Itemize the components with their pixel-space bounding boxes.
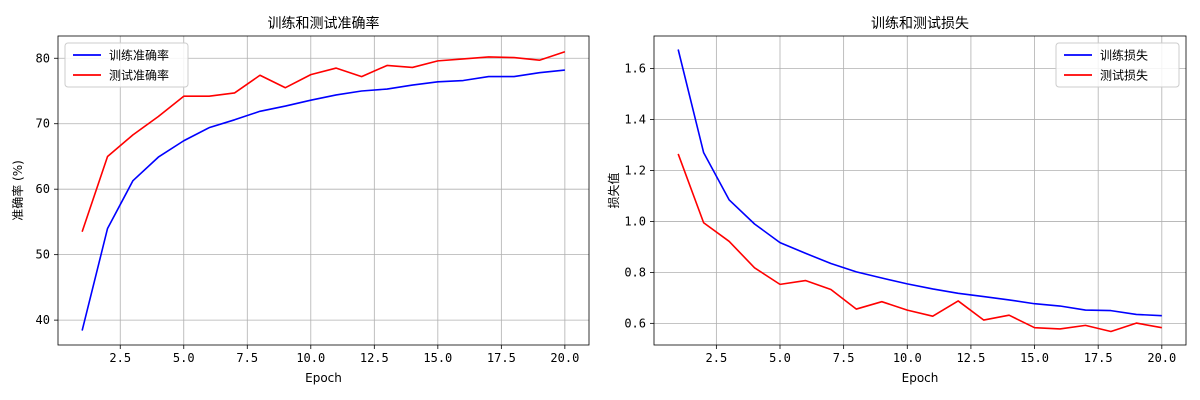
- y-tick-label: 70: [36, 117, 50, 131]
- x-tick-label: 15.0: [1020, 351, 1049, 365]
- grid: [654, 36, 1186, 345]
- series-line-2: [81, 50, 566, 232]
- x-tick-label: 17.5: [1084, 351, 1113, 365]
- x-tick-label: 12.5: [360, 351, 389, 365]
- grid: [58, 36, 589, 345]
- chart-1: 2.5 5.0 7.5 10.0 12.5 15.0 17.5 20.0 40 50 60 70 80 训…: [10, 15, 590, 385]
- x-tick-label: 7.5: [236, 351, 258, 365]
- y-axis-label: 损失值: [606, 172, 621, 208]
- legend-box: [64, 42, 189, 88]
- x-tick-label: 2.5: [109, 351, 131, 365]
- series-line-1: [81, 69, 565, 331]
- x-axis-label: Epoch: [902, 371, 939, 385]
- y-tick-label: 0.6: [624, 316, 646, 330]
- x-axis-label: Epoch: [305, 371, 342, 385]
- x-tick-label: 15.0: [423, 351, 452, 365]
- chart-title: 训练和测试损失: [871, 16, 969, 32]
- x-tick-label: 10.0: [296, 351, 325, 365]
- legend-box: [1055, 42, 1180, 88]
- y-tick-label: 1.6: [624, 62, 646, 76]
- axes-frame: [57, 35, 590, 346]
- y-tick-label: 40: [36, 313, 50, 327]
- y-tick-label: 1.2: [624, 164, 646, 178]
- legend-label: 训练损失: [1100, 48, 1148, 63]
- x-tick-label: 12.5: [956, 351, 985, 365]
- legend-label: 训练准确率: [109, 48, 169, 63]
- x-tick-label: 7.5: [833, 351, 855, 365]
- x-tick-label: 17.5: [487, 351, 516, 365]
- x-tick-label: 2.5: [706, 351, 728, 365]
- y-tick-label: 80: [36, 51, 50, 65]
- series-line-1: [677, 49, 1162, 317]
- axes-frame: [653, 35, 1187, 346]
- y-axis-label: 准确率 (%): [10, 160, 25, 221]
- series-line-2: [677, 153, 1162, 333]
- x-tick-label: 5.0: [769, 351, 791, 365]
- y-tick-label: 1.0: [624, 214, 646, 228]
- chart-2: 2.5 5.0 7.5 10.0 12.5 15.0 17.5 20.0 0.6 0.8 1.0 1.…: [606, 16, 1187, 385]
- y-tick-label: 60: [36, 182, 50, 196]
- y-tick-label: 0.8: [624, 265, 646, 279]
- legend-label: 测试准确率: [109, 68, 169, 83]
- legend-label: 测试损失: [1100, 68, 1148, 83]
- x-tick-label: 20.0: [550, 351, 579, 365]
- x-tick-label: 5.0: [173, 351, 195, 365]
- chart-title: 训练和测试准确率: [268, 15, 380, 32]
- y-tick-label: 1.4: [624, 113, 646, 127]
- x-tick-label: 10.0: [893, 351, 922, 365]
- x-tick-label: 20.0: [1147, 351, 1176, 365]
- y-tick-label: 50: [36, 248, 50, 262]
